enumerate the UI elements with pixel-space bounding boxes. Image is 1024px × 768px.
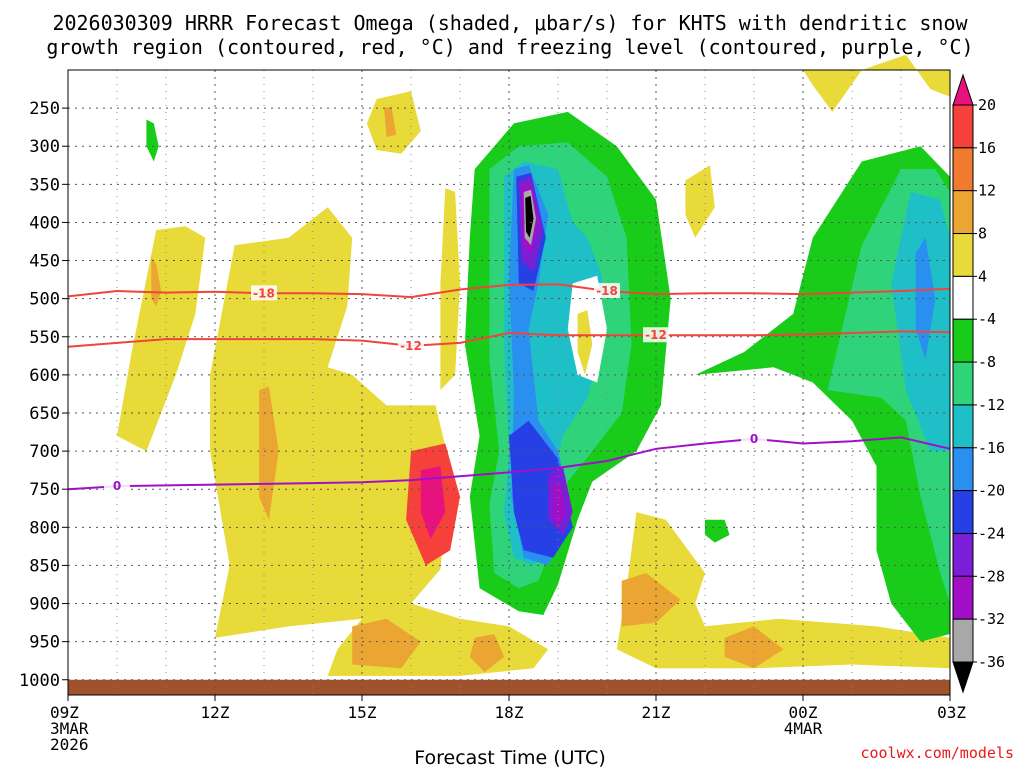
contour-label-minus18-1: -18 — [596, 284, 618, 298]
omega-region-orange-bottom-mid — [469, 634, 505, 673]
colorbar-label--12: -12 — [978, 396, 1005, 414]
y-tick-label-500: 500 — [29, 290, 60, 310]
colorbar-box-m12_m8 — [952, 361, 974, 406]
contour-label-bg-minus18-0 — [251, 285, 277, 301]
y-tick-label-850: 850 — [29, 556, 60, 576]
x-axis-label: Forecast Time (UTC) — [414, 747, 605, 768]
colorbar-box-8_12 — [952, 190, 974, 235]
credit-text: coolwx.com/models — [860, 744, 1014, 762]
contour-label-bg-zero-0 — [104, 478, 130, 494]
colorbar-box-m32_m28 — [952, 575, 974, 620]
omega-region-yellow-ne-top — [803, 54, 950, 112]
y-tick-label-750: 750 — [29, 480, 60, 500]
chart-title-line-2: growth region (contoured, red, °C) and f… — [46, 35, 973, 59]
x-tick-sublabel-4MAR: 4MAR — [784, 719, 823, 738]
omega-region-yellow-small-right — [685, 165, 715, 238]
colorbar: 20 16 12 8 4 -4 -8 -12 -16 -20 -24 -28 -32 -36 — [952, 73, 1005, 694]
omega-region-black-core — [525, 195, 534, 238]
colorbar-box-12_16 — [952, 147, 974, 192]
contour-line-zero — [67, 436, 951, 491]
colorbar-label--20: -20 — [978, 482, 1005, 500]
y-tick-label-600: 600 — [29, 366, 60, 386]
y-tick-label-1000: 1000 — [19, 671, 60, 691]
x-tick-label-03Z: 03Z — [937, 703, 966, 722]
colorbar-label-4: 4 — [978, 267, 987, 285]
omega-region-orange-bottom-left — [352, 618, 421, 669]
colorbar-label--4: -4 — [978, 310, 996, 328]
colorbar-box-4_8 — [952, 233, 974, 277]
y-tick-label-800: 800 — [29, 518, 60, 538]
y-tick-label-250: 250 — [29, 99, 60, 119]
omega-region-yellow-hole — [577, 310, 593, 375]
omega-region-yellow-mid-strip — [440, 188, 460, 391]
colorbar-label--8: -8 — [978, 353, 996, 371]
x-tick-sublabel-3MAR: 3MAR — [50, 719, 89, 738]
x-tick-label-12Z: 12Z — [201, 703, 230, 722]
colorbar-label--28: -28 — [978, 567, 1005, 585]
x-tick-sublabel-2026: 2026 — [50, 735, 89, 754]
x-tick-label-18Z: 18Z — [495, 703, 524, 722]
contour-label-zero-0: 0 — [113, 479, 121, 493]
colorbar-box-m24_m20 — [952, 490, 974, 534]
omega-region-blue-right — [915, 237, 936, 360]
y-tick-label-900: 900 — [29, 595, 60, 615]
contour-line-minus12 — [67, 330, 951, 348]
omega-region-orange-300-cell — [384, 106, 397, 138]
colorbar-label-8: 8 — [978, 225, 987, 243]
colorbar-label--24: -24 — [978, 524, 1005, 542]
colorbar-label--16: -16 — [978, 439, 1005, 457]
y-tick-label-450: 450 — [29, 252, 60, 272]
colorbar-box-m36_m32 — [952, 618, 974, 663]
colorbar-box-m4_4 — [952, 275, 974, 320]
chart-title-line-1: 2026030309 HRRR Forecast Omega (shaded, … — [52, 11, 968, 35]
colorbar-box-m16_m12 — [952, 404, 974, 449]
x-tick-label-21Z: 21Z — [642, 703, 671, 722]
omega-region-orange-mid — [259, 386, 279, 520]
x-tick-label-15Z: 15Z — [348, 703, 377, 722]
colorbar-box-m8_m4 — [952, 318, 974, 363]
x-tick-label-09Z: 09Z — [50, 703, 79, 722]
colorbar-box-m28_m24 — [952, 532, 974, 577]
colorbar-label--36: -36 — [978, 653, 1005, 671]
colorbar-cap-top — [952, 73, 974, 106]
plot-area: -18 -18 -12 -12 0 0 — [67, 54, 951, 696]
contour-label-zero-1: 0 — [750, 432, 758, 446]
colorbar-box-16_20 — [952, 104, 974, 149]
colorbar-label-20: 20 — [978, 96, 996, 114]
x-tick-label-00Z: 00Z — [789, 703, 818, 722]
omega-region-orange-bottom-right — [621, 573, 681, 627]
colorbar-box-m20_m16 — [952, 447, 974, 492]
contour-label-minus12-0: -12 — [400, 339, 422, 353]
y-tick-label-950: 950 — [29, 633, 60, 653]
contour-label-minus12-1: -12 — [645, 328, 667, 342]
y-tick-label-300: 300 — [29, 137, 60, 157]
omega-region-orange-bottom-right-2 — [724, 626, 784, 669]
omega-region-yellow-right-cell — [616, 512, 950, 669]
y-tick-label-650: 650 — [29, 404, 60, 424]
contour-label-bg-minus18-1 — [594, 283, 620, 299]
contour-label-bg-minus12-0 — [398, 337, 424, 353]
omega-region-yellow-main — [210, 207, 549, 676]
y-tick-label-700: 700 — [29, 442, 60, 462]
y-tick-label-400: 400 — [29, 213, 60, 233]
contour-line-minus18 — [67, 283, 951, 299]
omega-region-green-small-left — [146, 119, 159, 162]
colorbar-label--32: -32 — [978, 610, 1005, 628]
y-tick-label-550: 550 — [29, 328, 60, 348]
contour-label-bg-minus12-1 — [643, 327, 669, 343]
colorbar-cap-bottom — [952, 661, 974, 694]
colorbar-label-12: 12 — [978, 182, 996, 200]
omega-region-purple-lower — [553, 483, 566, 528]
omega-region-green-small-bottom — [705, 519, 730, 543]
colorbar-label-16: 16 — [978, 139, 996, 157]
omega-region-pink-core — [420, 466, 446, 539]
omega-region-orange-upper-left — [151, 256, 162, 307]
y-tick-label-350: 350 — [29, 175, 60, 195]
y-axis: 250 300 350 400 450 500 550 600 650 700 750 800 850 9… — [19, 99, 68, 691]
contour-label-bg-zero-1 — [741, 430, 767, 446]
contour-label-minus18-0: -18 — [253, 286, 275, 300]
